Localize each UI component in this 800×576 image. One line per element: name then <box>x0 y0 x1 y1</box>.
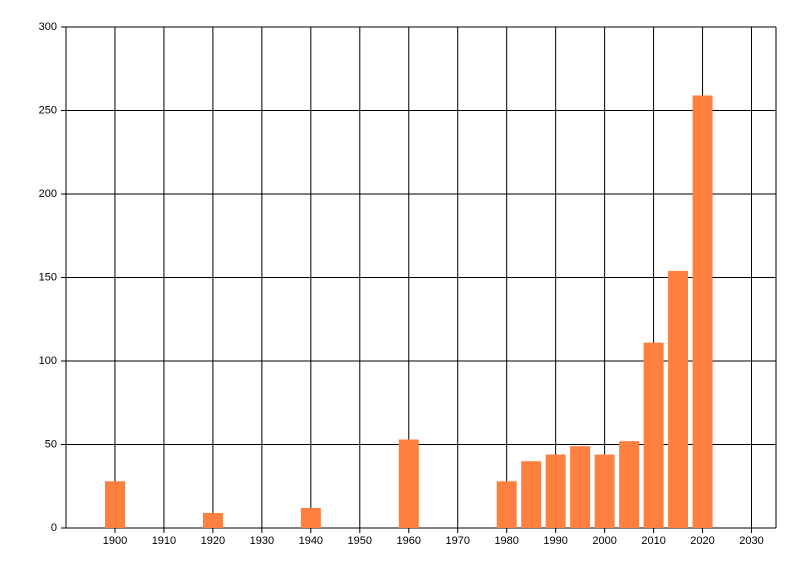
y-tick-label: 50 <box>45 438 57 450</box>
x-tick-label: 1900 <box>103 535 127 547</box>
bar <box>202 512 223 528</box>
bar <box>545 454 566 528</box>
bar <box>300 507 321 528</box>
bar <box>668 270 689 528</box>
bar <box>692 95 713 528</box>
bar <box>594 454 615 528</box>
x-tick-label: 1970 <box>445 535 469 547</box>
y-tick-label: 100 <box>39 355 57 367</box>
y-tick-label: 0 <box>51 522 57 534</box>
x-tick-label: 2010 <box>641 535 665 547</box>
bar <box>643 342 664 528</box>
bar <box>398 439 419 528</box>
bar <box>619 441 640 528</box>
x-tick-label: 1930 <box>250 535 274 547</box>
bar <box>104 481 125 528</box>
y-tick-label: 200 <box>39 188 57 200</box>
x-tick-label: 1920 <box>201 535 225 547</box>
x-tick-label: 1960 <box>397 535 421 547</box>
y-tick-label: 250 <box>39 104 57 116</box>
x-tick-label: 1950 <box>348 535 372 547</box>
y-tick-label: 300 <box>39 21 57 33</box>
x-tick-label: 2000 <box>592 535 616 547</box>
x-tick-label: 1910 <box>152 535 176 547</box>
x-tick-label: 1940 <box>299 535 323 547</box>
x-tick-label: 2030 <box>739 535 763 547</box>
bar <box>496 481 517 528</box>
bar <box>570 446 591 528</box>
x-tick-label: 1990 <box>543 535 567 547</box>
y-tick-label: 150 <box>39 271 57 283</box>
x-tick-label: 1980 <box>494 535 518 547</box>
bar <box>521 461 542 528</box>
x-tick-label: 2020 <box>690 535 714 547</box>
